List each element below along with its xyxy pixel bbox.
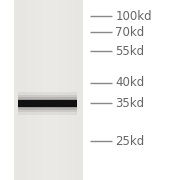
Text: 70kd: 70kd (115, 26, 144, 39)
Bar (71, 0, 74, 180)
Text: 35kd: 35kd (115, 97, 144, 110)
Bar (30, 0, 33, 180)
Text: 100kd: 100kd (115, 10, 152, 23)
Bar (24, 0, 26, 180)
Text: 25kd: 25kd (115, 135, 144, 148)
Bar (67, 0, 69, 180)
Bar (60, 0, 62, 180)
Bar (35, 0, 37, 180)
Bar (39, 0, 42, 180)
Bar (28, 0, 30, 180)
Bar (53, 0, 55, 180)
Bar (74, 0, 76, 180)
Bar (18, 99, 77, 108)
Bar (37, 0, 39, 180)
Bar (49, 0, 51, 180)
Bar (69, 0, 71, 180)
Text: 40kd: 40kd (115, 76, 144, 89)
Bar (18, 97, 77, 110)
Bar (42, 0, 44, 180)
Bar (18, 95, 77, 112)
Bar (58, 0, 60, 180)
Bar (14, 0, 83, 180)
Bar (55, 0, 58, 180)
Bar (65, 0, 67, 180)
Bar (14, 0, 17, 180)
Bar (33, 0, 35, 180)
Bar (78, 0, 80, 180)
Bar (80, 0, 83, 180)
Bar (21, 0, 24, 180)
Bar (18, 100, 77, 107)
Bar (26, 0, 28, 180)
Bar (17, 0, 19, 180)
Bar (76, 0, 78, 180)
Bar (44, 0, 46, 180)
Bar (18, 91, 77, 116)
Bar (62, 0, 65, 180)
Bar (51, 0, 53, 180)
Bar (19, 0, 21, 180)
Text: 55kd: 55kd (115, 45, 144, 58)
Bar (46, 0, 49, 180)
